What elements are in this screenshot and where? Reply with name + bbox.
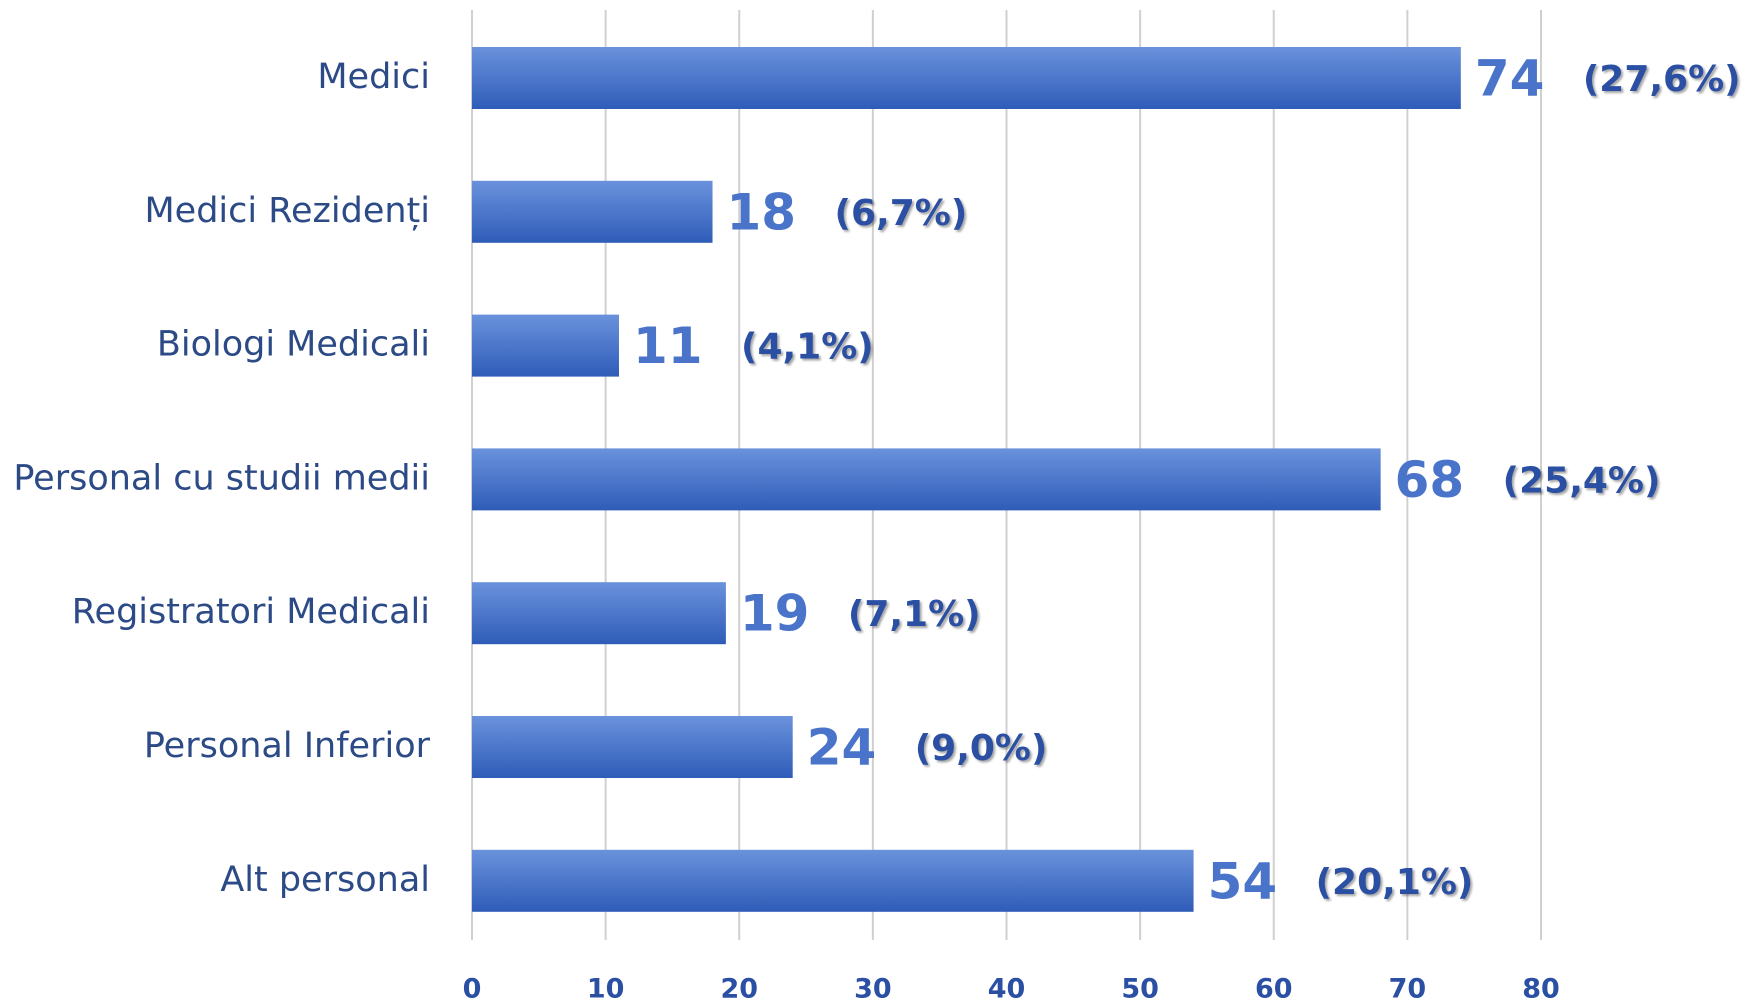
x-tick-label: 20: [720, 974, 758, 1004]
bar: [472, 849, 1194, 912]
category-label: Personal cu studii medii: [13, 458, 430, 498]
value-label: 11: [633, 317, 703, 375]
category-label: Medici: [317, 57, 430, 97]
bar: [472, 47, 1461, 109]
share-label: (7,1%): [848, 594, 981, 635]
category-label: Registratori Medicali: [72, 592, 430, 632]
share-label: (6,7%): [835, 193, 968, 234]
category-label: Personal Inferior: [144, 726, 431, 766]
x-tick-label: 80: [1522, 974, 1560, 1004]
x-tick-label: 50: [1121, 974, 1159, 1004]
share-label: (9,0%): [915, 728, 1048, 769]
value-label: 18: [727, 183, 797, 241]
bar: [472, 180, 713, 243]
x-tick-label: 0: [463, 974, 482, 1004]
x-tick-label: 70: [1389, 974, 1427, 1004]
value-label: 54: [1208, 852, 1278, 910]
x-tick-label: 10: [587, 974, 625, 1004]
share-label: (25,4%): [1503, 460, 1661, 501]
x-tick-label: 30: [854, 974, 892, 1004]
bar: [472, 716, 793, 778]
value-label: 19: [740, 585, 810, 643]
value-label: 24: [807, 719, 877, 777]
share-label: (20,1%): [1316, 862, 1474, 903]
share-label: (4,1%): [741, 327, 874, 368]
x-tick-label: 40: [988, 974, 1026, 1004]
category-label: Biologi Medicali: [157, 325, 430, 365]
category-label: Alt personal: [220, 860, 430, 900]
value-label: 74: [1475, 50, 1545, 108]
share-label: (27,6%): [1583, 59, 1741, 100]
bar: [472, 582, 726, 645]
category-label: Medici Rezidenți: [144, 191, 430, 231]
bar: [472, 448, 1381, 511]
bar: [472, 314, 619, 377]
x-tick-label: 60: [1255, 974, 1293, 1004]
value-label: 68: [1395, 451, 1465, 509]
